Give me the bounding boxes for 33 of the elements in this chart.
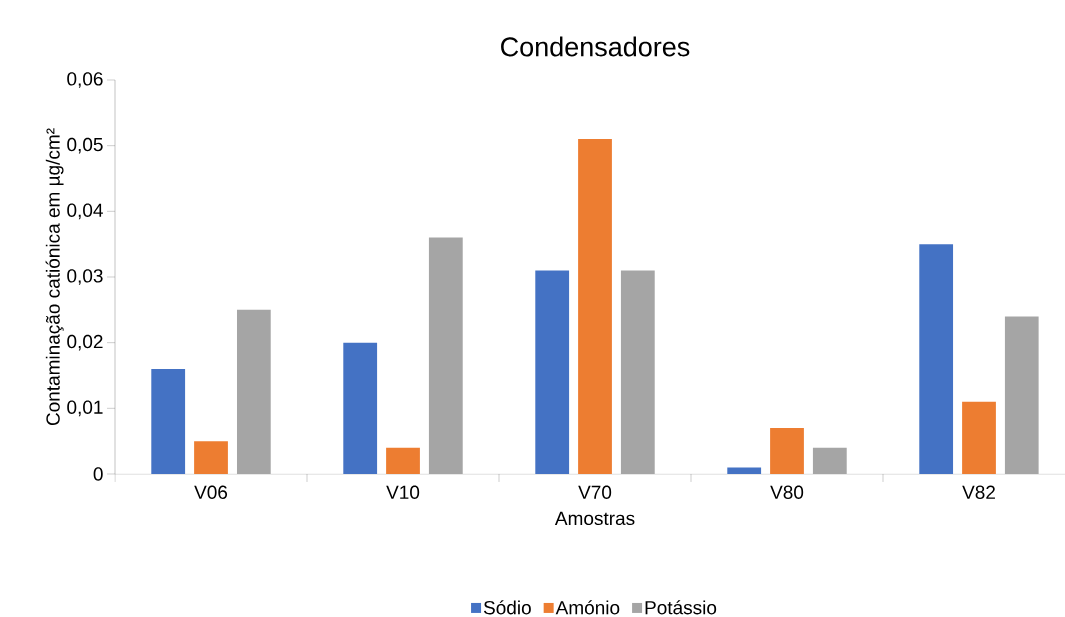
chart-title: Condensadores (501, 36, 690, 57)
y-tick-label: 0 (93, 467, 103, 481)
bar (1004, 316, 1039, 474)
bar (620, 270, 655, 474)
legend-label: Amónio (555, 600, 620, 615)
x-tick-label: V82 (962, 485, 995, 499)
y-axis-title: Contaminação catiónica em µg/cm² (45, 128, 64, 426)
x-axis-title: Amostras (554, 511, 635, 526)
bar (343, 342, 378, 474)
bar (535, 270, 570, 474)
legend-label: Sódio (483, 600, 531, 615)
bar (770, 428, 804, 474)
bar (812, 447, 847, 474)
bar (727, 467, 762, 474)
y-tick-label: 0,01 (67, 400, 103, 417)
bar (386, 447, 420, 474)
bar (962, 401, 996, 474)
bar (428, 237, 463, 474)
legend-label: Potássio (645, 600, 717, 615)
x-tick-label: V80 (770, 485, 804, 499)
y-tick-label: 0,05 (67, 137, 103, 154)
bar (194, 441, 228, 474)
x-tick-label: V10 (386, 485, 420, 499)
y-tick-label: 0,06 (67, 72, 103, 88)
y-tick-label: 0,04 (67, 203, 103, 220)
y-tick-label: 0,03 (67, 269, 103, 285)
bar (236, 309, 271, 474)
x-tick-label: V70 (578, 485, 612, 499)
bar (919, 244, 954, 474)
bar (578, 139, 612, 474)
y-tick-label: 0,02 (67, 334, 103, 351)
bar (151, 368, 186, 474)
x-tick-label: V06 (194, 485, 228, 499)
